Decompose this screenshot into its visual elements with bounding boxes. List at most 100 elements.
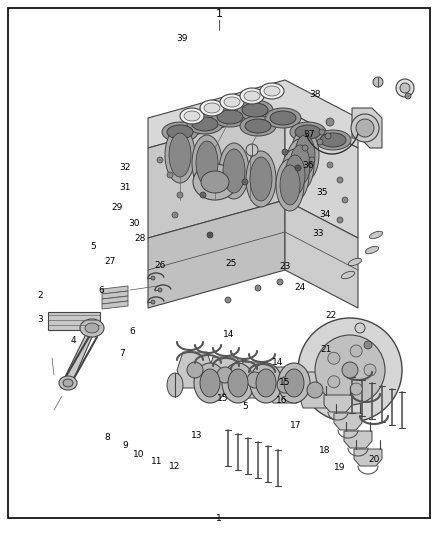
- Text: 21: 21: [321, 345, 332, 353]
- Ellipse shape: [286, 139, 314, 191]
- Text: 33: 33: [312, 229, 323, 238]
- Ellipse shape: [240, 88, 264, 104]
- Circle shape: [307, 382, 323, 398]
- Circle shape: [342, 197, 348, 203]
- Ellipse shape: [365, 246, 379, 254]
- Text: 39: 39: [176, 34, 187, 43]
- Polygon shape: [344, 431, 372, 448]
- Polygon shape: [267, 367, 303, 403]
- Circle shape: [217, 367, 233, 383]
- Circle shape: [151, 276, 155, 280]
- Text: 18: 18: [319, 446, 330, 455]
- Polygon shape: [354, 449, 382, 466]
- Text: 8: 8: [105, 433, 110, 441]
- Circle shape: [298, 318, 402, 422]
- Circle shape: [400, 83, 410, 93]
- Ellipse shape: [167, 373, 183, 397]
- Circle shape: [326, 118, 334, 126]
- Ellipse shape: [284, 369, 304, 397]
- Text: 4: 4: [71, 336, 77, 344]
- Circle shape: [200, 192, 206, 198]
- Ellipse shape: [291, 129, 319, 181]
- Ellipse shape: [85, 323, 99, 333]
- Text: 17: 17: [290, 421, 301, 430]
- Ellipse shape: [59, 376, 77, 390]
- Ellipse shape: [204, 103, 220, 113]
- Ellipse shape: [162, 122, 198, 142]
- Text: 10: 10: [133, 450, 145, 458]
- Circle shape: [255, 285, 261, 291]
- Ellipse shape: [223, 149, 245, 193]
- Circle shape: [337, 177, 343, 183]
- Ellipse shape: [256, 369, 276, 397]
- Ellipse shape: [240, 116, 276, 136]
- Text: 31: 31: [119, 183, 131, 192]
- Circle shape: [396, 79, 414, 97]
- Ellipse shape: [341, 271, 355, 279]
- Text: 38: 38: [309, 91, 320, 99]
- Ellipse shape: [260, 83, 284, 99]
- Text: 28: 28: [134, 235, 145, 243]
- Circle shape: [405, 93, 411, 99]
- Polygon shape: [148, 80, 358, 148]
- Ellipse shape: [278, 363, 310, 403]
- Circle shape: [172, 212, 178, 218]
- Ellipse shape: [348, 259, 362, 265]
- Circle shape: [317, 139, 323, 145]
- Ellipse shape: [265, 108, 301, 128]
- Ellipse shape: [167, 125, 193, 139]
- Polygon shape: [102, 286, 128, 294]
- Ellipse shape: [219, 143, 249, 199]
- Text: 27: 27: [104, 257, 116, 265]
- Ellipse shape: [276, 159, 304, 211]
- Ellipse shape: [224, 97, 240, 107]
- Text: 5: 5: [242, 402, 248, 410]
- Circle shape: [242, 179, 248, 185]
- Text: 37: 37: [303, 130, 314, 139]
- Circle shape: [315, 335, 385, 405]
- Ellipse shape: [184, 111, 200, 121]
- Ellipse shape: [194, 363, 226, 403]
- Text: 20: 20: [368, 455, 379, 464]
- Circle shape: [364, 341, 372, 349]
- Circle shape: [302, 145, 308, 151]
- Polygon shape: [148, 110, 285, 238]
- Ellipse shape: [80, 319, 104, 337]
- Ellipse shape: [200, 369, 220, 397]
- Text: 5: 5: [91, 242, 96, 251]
- Ellipse shape: [270, 111, 296, 125]
- Text: 11: 11: [152, 457, 163, 465]
- Ellipse shape: [320, 133, 346, 147]
- Circle shape: [342, 362, 358, 378]
- Text: 1: 1: [215, 9, 223, 19]
- Text: 16: 16: [276, 397, 287, 405]
- Ellipse shape: [264, 86, 280, 96]
- Text: 35: 35: [316, 189, 328, 197]
- Ellipse shape: [285, 155, 305, 195]
- Text: 6: 6: [129, 327, 135, 336]
- Polygon shape: [324, 395, 352, 412]
- Text: 29: 29: [111, 204, 123, 212]
- Ellipse shape: [192, 117, 218, 131]
- Ellipse shape: [237, 100, 273, 120]
- Polygon shape: [352, 108, 382, 148]
- Ellipse shape: [192, 135, 222, 191]
- Ellipse shape: [228, 369, 248, 397]
- Ellipse shape: [250, 363, 282, 403]
- Text: 7: 7: [119, 350, 125, 358]
- Circle shape: [225, 297, 231, 303]
- Ellipse shape: [369, 231, 383, 239]
- Ellipse shape: [290, 122, 326, 142]
- Polygon shape: [207, 357, 243, 393]
- Circle shape: [351, 114, 379, 142]
- Ellipse shape: [295, 125, 321, 139]
- Text: 25: 25: [226, 260, 237, 268]
- Ellipse shape: [200, 100, 224, 116]
- Text: 15: 15: [279, 378, 291, 387]
- Ellipse shape: [295, 135, 315, 175]
- Text: 3: 3: [37, 316, 43, 324]
- Circle shape: [277, 279, 283, 285]
- Polygon shape: [237, 362, 273, 398]
- Text: 14: 14: [223, 330, 234, 339]
- Text: 26: 26: [154, 261, 166, 270]
